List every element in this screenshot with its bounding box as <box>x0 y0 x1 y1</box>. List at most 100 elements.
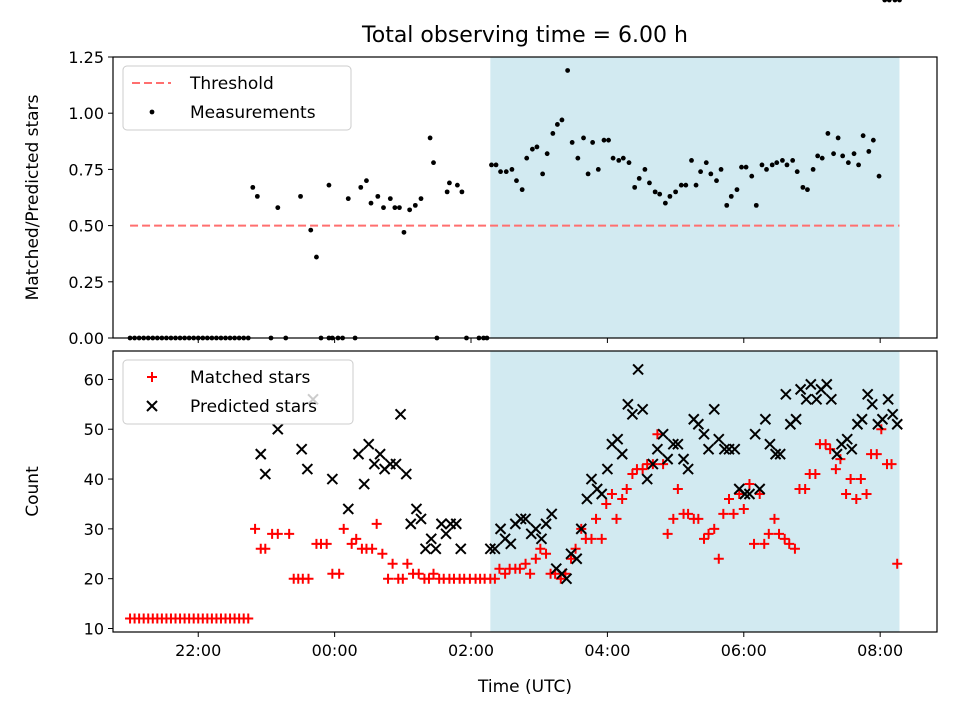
predicted-point <box>713 433 725 445</box>
predicted-point <box>546 508 558 520</box>
measurement-point <box>718 167 724 172</box>
matched-point <box>749 538 760 549</box>
predicted-point <box>352 448 365 460</box>
predicted-point <box>882 393 894 406</box>
predicted-point <box>342 503 354 515</box>
chart-title: Total observing time = 6.00 h <box>361 23 688 48</box>
matched-point <box>830 464 841 475</box>
measurement-point <box>381 205 386 211</box>
measurement-point <box>693 182 699 188</box>
legend-predicted-swatch <box>146 400 158 412</box>
measurement-point <box>540 171 546 177</box>
legend-label: Predicted stars <box>190 397 317 417</box>
measurement-point <box>308 227 314 233</box>
legend-box <box>122 359 354 425</box>
axes-frame <box>112 350 938 633</box>
predicted-point <box>800 393 813 406</box>
matched-point <box>825 444 836 455</box>
matched-point <box>810 469 821 480</box>
matched-point <box>876 424 887 435</box>
measurement-point <box>708 171 714 177</box>
matched-point <box>586 533 597 544</box>
measurement-point <box>250 184 256 190</box>
predicted-point <box>831 448 843 460</box>
matched-point <box>250 523 261 534</box>
measurement-point <box>275 205 281 211</box>
matched-point <box>334 568 345 579</box>
measurement-point <box>673 189 678 195</box>
measurement-point <box>790 158 796 163</box>
measurement-point <box>657 191 663 197</box>
predicted-point <box>682 463 694 475</box>
predicted-point <box>484 543 497 555</box>
predicted-point <box>363 438 375 450</box>
matched-point <box>346 538 357 549</box>
predicted-point <box>698 428 710 440</box>
measurement-point <box>876 173 882 179</box>
measurement-point <box>412 202 418 208</box>
measurement-point <box>851 151 857 157</box>
measurement-point <box>298 193 303 199</box>
predicted-point <box>647 458 659 470</box>
predicted-point <box>632 363 644 376</box>
measurement-point <box>585 171 591 177</box>
matched-point <box>754 488 765 499</box>
matched-point <box>303 573 314 584</box>
measurement-point <box>678 182 684 188</box>
matched-point <box>784 538 795 549</box>
predicted-point <box>692 418 705 430</box>
measurement-point <box>810 167 816 172</box>
predicted-point <box>810 393 823 406</box>
measurement-point <box>759 162 765 168</box>
predicted-point <box>272 423 284 435</box>
predicted-point <box>708 403 720 416</box>
measurement-point <box>565 68 571 73</box>
matched-point <box>820 439 831 450</box>
y-tick-label: 50 <box>84 420 104 439</box>
predicted-point <box>739 488 751 500</box>
y-tick-label: 20 <box>84 570 104 589</box>
measurement-point <box>805 187 810 193</box>
matched-point <box>738 503 749 514</box>
y-axis-label: Matched/Predicted stars <box>23 94 43 300</box>
measurement-point <box>519 187 525 193</box>
matched-point <box>763 528 774 539</box>
observing-window-shade <box>490 57 900 338</box>
predicted-point <box>560 572 573 585</box>
measurement-point <box>559 117 565 123</box>
measurement-point <box>407 207 413 213</box>
measurement-point <box>524 155 530 161</box>
predicted-point <box>419 543 432 555</box>
matched-point <box>351 533 362 544</box>
x-tick-label: 04:00 <box>584 641 630 660</box>
measurement-point <box>886 0 892 3</box>
measurement-point <box>534 144 540 150</box>
measurement-point <box>892 0 898 3</box>
predicted-point <box>611 433 624 445</box>
matched-point <box>861 488 872 499</box>
matched-point <box>413 568 424 579</box>
matched-point <box>713 553 724 564</box>
measurement-point <box>764 167 769 172</box>
matched-point <box>272 528 283 539</box>
matched-point <box>668 513 679 524</box>
matched-point <box>520 558 531 569</box>
measurement-point <box>418 196 424 202</box>
measurement-point <box>489 162 494 168</box>
measurement-point <box>326 182 332 188</box>
measurement-point <box>575 155 581 161</box>
measurement-point <box>825 131 831 136</box>
matched-point <box>606 488 617 499</box>
measurement-point <box>703 160 709 166</box>
matched-point <box>371 518 382 529</box>
measurement-point <box>728 193 734 199</box>
legend-label: Matched stars <box>190 368 310 388</box>
predicted-point <box>425 533 437 545</box>
measurement-point <box>368 200 374 206</box>
matched-point <box>367 543 378 554</box>
matched-point <box>774 528 785 539</box>
matched-point <box>886 459 897 470</box>
predicted-point <box>821 378 833 391</box>
measurement-point <box>444 189 450 195</box>
